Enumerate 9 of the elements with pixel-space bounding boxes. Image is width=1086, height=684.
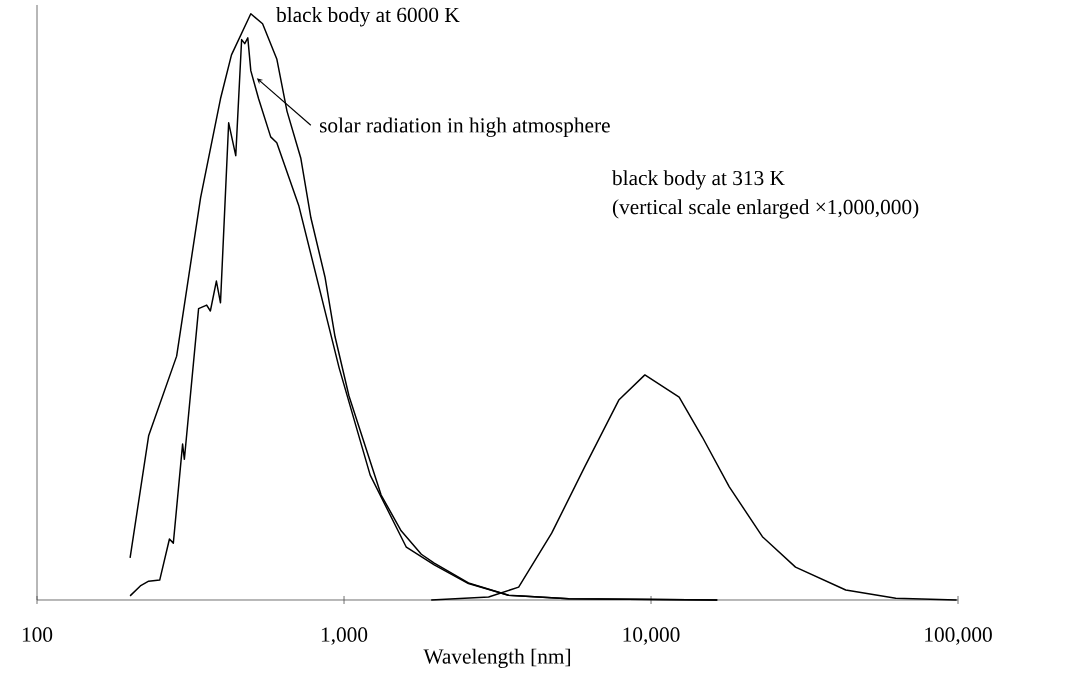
x-tick-label: 1,000 (321, 627, 368, 645)
x-axis-title: Wavelength [nm] (423, 648, 571, 669)
x-tick-label: 10,000 (623, 627, 680, 645)
annotation: (vertical scale enlarged ×1,000,000) (612, 199, 919, 219)
annotation: black body at 313 K (611, 170, 785, 190)
annotation: solar radiation in high atmosphere (319, 117, 610, 137)
x-tick-label: 100 (22, 627, 53, 642)
annotation: black body at 6000 K (276, 7, 460, 27)
x-tick-label: 100,000 (925, 627, 992, 645)
